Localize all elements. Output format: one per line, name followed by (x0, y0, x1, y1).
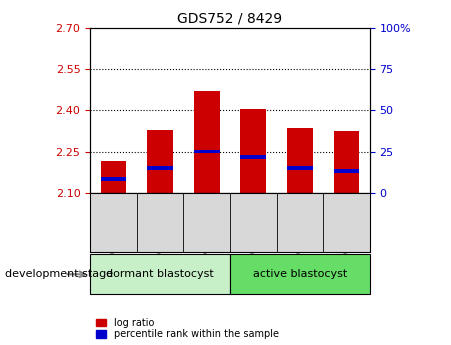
Bar (230, 254, 370, 294)
Bar (287, 128, 313, 193)
Text: development stage: development stage (5, 269, 113, 279)
Bar (147, 166, 173, 170)
Bar (147, 130, 173, 193)
Bar (90, 254, 230, 294)
Bar (334, 169, 359, 172)
Bar (101, 161, 126, 193)
Text: dormant blastocyst: dormant blastocyst (106, 269, 214, 279)
Bar (194, 91, 220, 193)
Bar (334, 131, 359, 193)
Legend: log ratio, percentile rank within the sample: log ratio, percentile rank within the sa… (95, 317, 280, 340)
Text: active blastocyst: active blastocyst (253, 269, 347, 279)
Bar (287, 166, 313, 170)
Title: GDS752 / 8429: GDS752 / 8429 (177, 11, 283, 25)
Bar (240, 155, 266, 159)
Bar (194, 150, 220, 153)
Bar (101, 177, 126, 181)
Bar (240, 109, 266, 193)
